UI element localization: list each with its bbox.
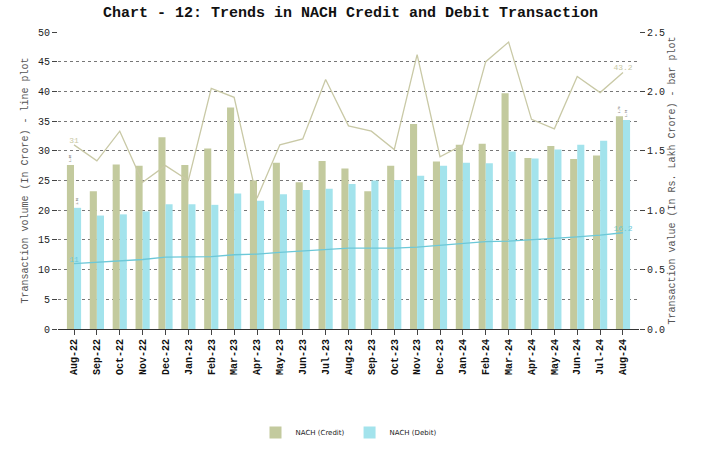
svg-text:Aug-23: Aug-23 xyxy=(344,339,355,375)
svg-text:1.0: 1.0 xyxy=(647,206,665,217)
svg-text:2.5: 2.5 xyxy=(647,28,665,39)
svg-text:35: 35 xyxy=(38,117,50,128)
svg-text:Aug-24: Aug-24 xyxy=(618,339,629,375)
svg-text:Nov-22: Nov-22 xyxy=(138,339,149,375)
svg-text:40: 40 xyxy=(38,87,50,98)
svg-text:Mar-24: Mar-24 xyxy=(504,339,515,375)
svg-text:1.5: 1.5 xyxy=(647,146,665,157)
svg-text:Jan-23: Jan-23 xyxy=(184,339,195,375)
svg-text:Jan-24: Jan-24 xyxy=(458,339,469,375)
svg-text:May-23: May-23 xyxy=(275,339,286,375)
svg-text:Aug-22: Aug-22 xyxy=(69,339,80,375)
svg-text:Oct-22: Oct-22 xyxy=(115,339,126,375)
svg-text:Nov-23: Nov-23 xyxy=(412,339,423,375)
svg-text:0.0: 0.0 xyxy=(647,325,665,336)
svg-text:16.2: 16.2 xyxy=(613,224,632,233)
svg-text:15: 15 xyxy=(38,235,50,246)
svg-text:Jun-23: Jun-23 xyxy=(298,339,309,375)
svg-text:NACH (Debit): NACH (Debit) xyxy=(390,429,437,437)
svg-text:11: 11 xyxy=(69,255,79,264)
svg-text:Apr-24: Apr-24 xyxy=(527,339,538,375)
svg-text:50: 50 xyxy=(38,28,50,39)
svg-text:May-24: May-24 xyxy=(550,339,561,375)
svg-text:2.0: 2.0 xyxy=(647,87,665,98)
svg-text:1.79: 1.79 xyxy=(618,106,621,113)
svg-text:Sep-22: Sep-22 xyxy=(92,339,103,375)
svg-text:Jul-23: Jul-23 xyxy=(321,339,332,375)
svg-text:1.38: 1.38 xyxy=(69,155,72,162)
svg-text:45: 45 xyxy=(38,57,50,68)
svg-text:20: 20 xyxy=(38,206,50,217)
svg-text:Feb-24: Feb-24 xyxy=(481,339,492,375)
svg-text:NACH (Credit): NACH (Credit) xyxy=(296,429,345,437)
svg-text:43.2: 43.2 xyxy=(613,63,632,72)
svg-text:Apr-23: Apr-23 xyxy=(252,339,263,375)
svg-text:5: 5 xyxy=(44,295,50,306)
svg-text:Chart - 12: Trends in NACH Cre: Chart - 12: Trends in NACH Credit and De… xyxy=(103,5,598,22)
svg-text:Jun-24: Jun-24 xyxy=(572,339,583,375)
svg-text:10: 10 xyxy=(38,265,50,276)
svg-text:1.76: 1.76 xyxy=(625,110,628,117)
svg-text:1.02: 1.02 xyxy=(76,198,79,205)
svg-text:Dec-23: Dec-23 xyxy=(435,339,446,375)
svg-text:Oct-23: Oct-23 xyxy=(390,339,401,375)
svg-text:0: 0 xyxy=(44,325,50,336)
svg-text:Mar-23: Mar-23 xyxy=(229,339,240,375)
svg-text:25: 25 xyxy=(38,176,50,187)
svg-text:Sep-23: Sep-23 xyxy=(367,339,378,375)
svg-text:Jul-24: Jul-24 xyxy=(595,339,606,375)
svg-text:31: 31 xyxy=(69,136,79,145)
svg-text:Transaction volume (In Crore): Transaction volume (In Crore) - line plo… xyxy=(20,57,31,303)
svg-text:30: 30 xyxy=(38,146,50,157)
svg-text:Feb-23: Feb-23 xyxy=(207,339,218,375)
svg-text:Dec-22: Dec-22 xyxy=(161,339,172,375)
svg-text:0.5: 0.5 xyxy=(647,265,665,276)
svg-text:Transaction value (In Rs. Lakh: Transaction value (In Rs. Lakh Crore) - … xyxy=(667,36,678,324)
